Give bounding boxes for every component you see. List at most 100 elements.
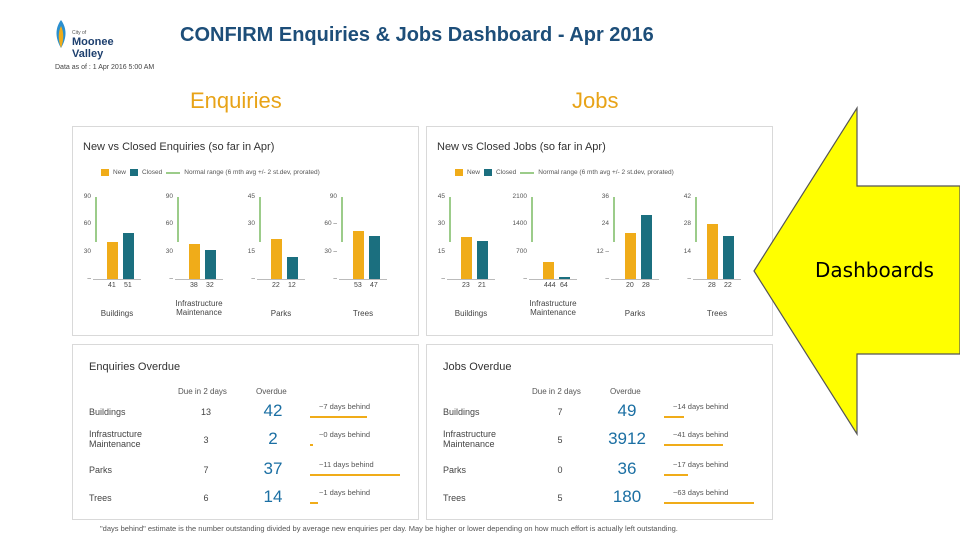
- category-label: Buildings: [100, 309, 134, 318]
- chart-baseline: [93, 279, 141, 280]
- y-tick-label: –: [87, 275, 91, 282]
- logo-name-line1: Moonee: [72, 36, 114, 48]
- days-behind-bar: [310, 502, 319, 504]
- logo-name-line2: Valley: [72, 48, 104, 60]
- days-behind-text: ~11 days behind: [319, 460, 374, 469]
- closed-bar: [123, 232, 134, 279]
- overdue-header: Overdue: [256, 387, 287, 396]
- normal-range-line: [177, 197, 179, 243]
- due-in-2-days-header: Due in 2 days: [178, 387, 227, 396]
- bar-value-label: 444: [544, 282, 556, 289]
- legend-range-label: Normal range (6 mth avg +/- 2 st.dev, pr…: [538, 169, 674, 176]
- jobs-chart-title: New vs Closed Jobs (so far in Apr): [437, 141, 606, 153]
- days-behind-text: ~0 days behind: [319, 430, 371, 439]
- row-label: Buildings: [443, 407, 480, 417]
- normal-range-line: [449, 197, 451, 243]
- y-tick-label: –: [523, 275, 527, 282]
- overdue-count: 49: [617, 401, 637, 420]
- bar-value-label: 41: [108, 282, 116, 289]
- y-tick-label: 90: [83, 193, 91, 200]
- overdue-count: 42: [263, 401, 283, 420]
- closed-bar: [477, 240, 488, 279]
- y-tick-label: 90: [329, 193, 337, 200]
- category-label: Trees: [352, 309, 374, 318]
- enquiries-heading: Enquiries: [190, 88, 282, 113]
- category-label: Parks: [624, 309, 646, 318]
- due-in-2-days-value: 0: [557, 465, 563, 475]
- new-bar: [707, 224, 718, 279]
- chart-baseline: [175, 279, 223, 280]
- category-label: Buildings: [454, 309, 488, 318]
- days-behind-text: ~14 days behind: [673, 402, 729, 411]
- normal-range-line: [695, 197, 697, 243]
- y-tick-label: 45: [437, 193, 445, 200]
- y-tick-label: 1400: [512, 220, 527, 228]
- bar-value-label: 32: [206, 282, 214, 289]
- y-tick-label: –: [333, 275, 337, 282]
- days-behind-bar: [664, 444, 723, 446]
- closed-bar: [641, 215, 652, 279]
- chart-baseline: [339, 279, 387, 280]
- y-tick-label: 24: [601, 220, 609, 228]
- logo-leaf-icon: [56, 20, 66, 48]
- y-tick-label: –: [605, 275, 609, 282]
- overdue-count: 14: [263, 487, 283, 506]
- row-label: Infrastructure Maintenance: [443, 429, 497, 449]
- y-tick-label: 30: [247, 220, 255, 228]
- y-tick-label: 30: [437, 220, 445, 228]
- legend-closed-swatch: [130, 169, 139, 176]
- due-in-2-days-header: Due in 2 days: [532, 387, 581, 396]
- chart-legend: New Closed Normal range (6 mth avg +/- 2…: [455, 169, 674, 176]
- chart-baseline: [529, 279, 577, 280]
- legend-closed-label: Closed: [142, 169, 163, 176]
- y-tick-label: 15: [247, 247, 255, 255]
- legend-closed-label: Closed: [496, 169, 517, 176]
- y-tick-label: 30: [83, 247, 91, 255]
- dashboards-callout-arrow: [753, 106, 960, 436]
- y-tick-label: –: [687, 275, 691, 282]
- y-tick-label: 700: [516, 247, 527, 255]
- normal-range-line: [341, 197, 343, 243]
- category-label: Parks: [270, 309, 292, 318]
- chart-baseline: [693, 279, 741, 280]
- bar-value-label: 21: [478, 282, 486, 289]
- legend-range-label: Normal range (6 mth avg +/- 2 st.dev, pr…: [184, 169, 320, 176]
- jobs-chart-panel: New vs Closed Jobs (so far in Apr) New C…: [426, 126, 773, 336]
- y-tick-label: –: [251, 275, 255, 282]
- y-tick-label: 14: [683, 247, 691, 255]
- chart-baseline: [611, 279, 659, 280]
- new-bar: [189, 244, 200, 279]
- y-tick-label: 45: [247, 193, 255, 200]
- overdue-count: 2: [268, 429, 278, 448]
- overdue-count: 3912: [608, 429, 646, 448]
- overdue-count: 180: [612, 487, 642, 506]
- council-logo: City of Moonee Valley: [50, 14, 160, 60]
- bar-value-label: 64: [560, 282, 568, 289]
- due-in-2-days-value: 7: [203, 465, 209, 475]
- bar-value-label: 20: [626, 282, 634, 289]
- y-tick-label: 30 –: [324, 247, 337, 255]
- new-bar: [107, 241, 118, 279]
- y-tick-label: 12 –: [596, 247, 609, 255]
- normal-range-line: [95, 197, 97, 243]
- closed-bar: [205, 249, 216, 279]
- new-bar: [271, 238, 282, 279]
- bar-value-label: 47: [370, 282, 378, 289]
- logo-city-text: City of: [72, 30, 87, 36]
- bar-value-label: 12: [288, 282, 296, 289]
- row-label: Trees: [89, 493, 112, 503]
- jobs-heading: Jobs: [572, 88, 619, 113]
- closed-bar: [723, 236, 734, 279]
- new-bar: [353, 230, 364, 279]
- page-title: CONFIRM Enquiries & Jobs Dashboard - Apr…: [180, 24, 654, 46]
- row-label: Parks: [443, 465, 467, 475]
- days-behind-text: ~41 days behind: [673, 430, 729, 439]
- y-tick-label: 28: [683, 220, 691, 228]
- y-tick-label: 15: [437, 247, 445, 255]
- bar-value-label: 28: [642, 282, 650, 289]
- y-tick-label: 2100: [512, 193, 527, 200]
- due-in-2-days-value: 7: [557, 407, 563, 417]
- legend-new-label: New: [467, 169, 481, 176]
- days-behind-text: ~63 days behind: [673, 488, 729, 497]
- dashboards-callout-label: Dashboards: [815, 258, 934, 282]
